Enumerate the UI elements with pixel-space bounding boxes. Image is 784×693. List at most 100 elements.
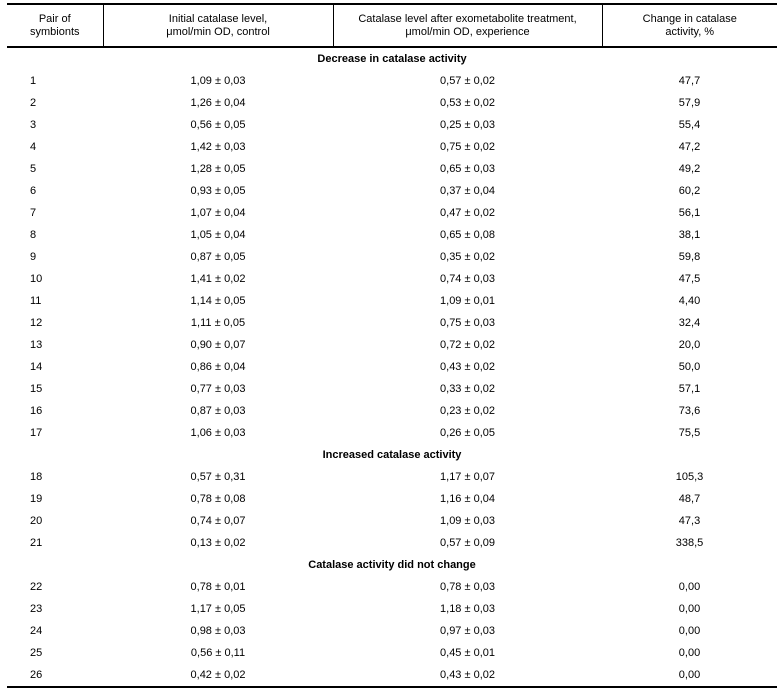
pair-cell: 6 bbox=[30, 184, 37, 197]
change-percent-cell: 105,3 bbox=[675, 470, 704, 483]
pair-cell: 13 bbox=[30, 338, 43, 351]
table-row: 3 0,56 ± 0,05 0,25 ± 0,03 55,4 bbox=[7, 114, 777, 136]
table-row: 24 0,98 ± 0,03 0,97 ± 0,03 0,00 bbox=[7, 620, 777, 642]
change-percent-cell: 60,2 bbox=[678, 184, 701, 197]
pair-cell: 17 bbox=[30, 426, 43, 439]
catalase-table-container: Pair of symbionts Initial catalase level… bbox=[7, 3, 777, 688]
table-row: 16 0,87 ± 0,03 0,23 ± 0,02 73,6 bbox=[7, 400, 777, 422]
control-level-cell: 1,17 ± 0,05 bbox=[190, 602, 246, 615]
control-level-cell: 0,77 ± 0,03 bbox=[190, 382, 246, 395]
table-row: 18 0,57 ± 0,31 1,17 ± 0,07 105,3 bbox=[7, 466, 777, 488]
change-percent-cell: 73,6 bbox=[678, 404, 701, 417]
change-percent-cell: 0,00 bbox=[678, 624, 701, 637]
change-percent-cell: 47,3 bbox=[678, 514, 701, 527]
pair-cell: 23 bbox=[30, 602, 43, 615]
pair-cell: 22 bbox=[30, 580, 43, 593]
change-percent-cell: 338,5 bbox=[675, 536, 704, 549]
table-row: 6 0,93 ± 0,05 0,37 ± 0,04 60,2 bbox=[7, 180, 777, 202]
control-level-cell: 0,42 ± 0,02 bbox=[190, 668, 246, 681]
experience-level-cell: 1,09 ± 0,01 bbox=[440, 294, 495, 307]
pair-cell: 4 bbox=[30, 140, 37, 153]
table-row: 7 1,07 ± 0,04 0,47 ± 0,02 56,1 bbox=[7, 202, 777, 224]
experience-level-cell: 0,65 ± 0,03 bbox=[440, 162, 495, 175]
change-percent-cell: 32,4 bbox=[678, 316, 701, 329]
experience-level-cell: 0,57 ± 0,02 bbox=[440, 74, 495, 87]
control-level-cell: 1,05 ± 0,04 bbox=[190, 228, 246, 241]
change-percent-cell: 47,2 bbox=[678, 140, 701, 153]
pair-cell: 3 bbox=[30, 118, 37, 131]
table-row: 17 1,06 ± 0,03 0,26 ± 0,05 75,5 bbox=[7, 422, 777, 444]
pair-cell: 15 bbox=[30, 382, 43, 395]
pair-cell: 19 bbox=[30, 492, 43, 505]
control-level-cell: 1,06 ± 0,03 bbox=[190, 426, 246, 439]
table-row: 8 1,05 ± 0,04 0,65 ± 0,08 38,1 bbox=[7, 224, 777, 246]
change-percent-cell: 47,5 bbox=[678, 272, 701, 285]
change-percent-cell: 4,40 bbox=[678, 294, 701, 307]
section-title: Decrease in catalase activity bbox=[317, 52, 467, 65]
experience-level-cell: 0,26 ± 0,05 bbox=[440, 426, 495, 439]
experience-level-cell: 0,75 ± 0,03 bbox=[440, 316, 495, 329]
control-level-cell: 1,14 ± 0,05 bbox=[190, 294, 246, 307]
table-row: 19 0,78 ± 0,08 1,16 ± 0,04 48,7 bbox=[7, 488, 777, 510]
experience-level-cell: 0,35 ± 0,02 bbox=[440, 250, 495, 263]
change-percent-cell: 48,7 bbox=[678, 492, 701, 505]
control-level-cell: 1,28 ± 0,05 bbox=[190, 162, 246, 175]
pair-cell: 5 bbox=[30, 162, 37, 175]
pair-cell: 2 bbox=[30, 96, 37, 109]
control-level-cell: 0,74 ± 0,07 bbox=[190, 514, 246, 527]
pair-cell: 14 bbox=[30, 360, 43, 373]
control-level-cell: 1,41 ± 0,02 bbox=[190, 272, 246, 285]
table-row: 2 1,26 ± 0,04 0,53 ± 0,02 57,9 bbox=[7, 92, 777, 114]
table-row: 22 0,78 ± 0,01 0,78 ± 0,03 0,00 bbox=[7, 576, 777, 598]
experience-level-cell: 0,25 ± 0,03 bbox=[440, 118, 495, 131]
experience-level-cell: 0,37 ± 0,04 bbox=[440, 184, 495, 197]
change-percent-cell: 0,00 bbox=[678, 668, 701, 681]
pair-cell: 1 bbox=[30, 74, 37, 87]
pair-cell: 10 bbox=[30, 272, 43, 285]
section-heading-row: Increased catalase activity bbox=[7, 444, 777, 466]
section-title: Catalase activity did not change bbox=[308, 558, 476, 571]
experience-level-cell: 0,57 ± 0,09 bbox=[440, 536, 495, 549]
table-body: Decrease in catalase activity 1 1,09 ± 0,0… bbox=[7, 47, 777, 687]
table-row: 26 0,42 ± 0,02 0,43 ± 0,02 0,00 bbox=[7, 664, 777, 687]
change-percent-cell: 0,00 bbox=[678, 602, 701, 615]
pair-cell: 25 bbox=[30, 646, 43, 659]
control-level-cell: 1,42 ± 0,03 bbox=[190, 140, 246, 153]
control-level-cell: 0,78 ± 0,01 bbox=[190, 580, 246, 593]
catalase-activity-table: Pair of symbionts Initial catalase level… bbox=[7, 3, 777, 688]
column-header-pair-of-symbionts: Pair of symbionts bbox=[7, 4, 103, 48]
control-level-cell: 0,56 ± 0,11 bbox=[190, 646, 246, 659]
column-header-catalase-after-treatment: Catalase level after exometabolite treat… bbox=[332, 4, 602, 48]
experience-level-cell: 0,72 ± 0,02 bbox=[440, 338, 495, 351]
change-percent-cell: 57,9 bbox=[678, 96, 701, 109]
section-heading-row: Catalase activity did not change bbox=[7, 554, 777, 576]
table-row: 21 0,13 ± 0,02 0,57 ± 0,09 338,5 bbox=[7, 532, 777, 554]
experience-level-cell: 0,33 ± 0,02 bbox=[440, 382, 495, 395]
experience-level-cell: 0,97 ± 0,03 bbox=[440, 624, 495, 637]
table-row: 4 1,42 ± 0,03 0,75 ± 0,02 47,2 bbox=[7, 136, 777, 158]
experience-level-cell: 0,43 ± 0,02 bbox=[440, 668, 495, 681]
table-row: 12 1,11 ± 0,05 0,75 ± 0,03 32,4 bbox=[7, 312, 777, 334]
control-level-cell: 0,56 ± 0,05 bbox=[190, 118, 246, 131]
control-level-cell: 1,11 ± 0,05 bbox=[190, 316, 246, 329]
table-row: 23 1,17 ± 0,05 1,18 ± 0,03 0,00 bbox=[7, 598, 777, 620]
experience-level-cell: 0,53 ± 0,02 bbox=[440, 96, 495, 109]
pair-cell: 7 bbox=[30, 206, 37, 219]
experience-level-cell: 0,65 ± 0,08 bbox=[440, 228, 495, 241]
control-level-cell: 0,13 ± 0,02 bbox=[190, 536, 246, 549]
experience-level-cell: 0,47 ± 0,02 bbox=[440, 206, 495, 219]
table-row: 9 0,87 ± 0,05 0,35 ± 0,02 59,8 bbox=[7, 246, 777, 268]
experience-level-cell: 0,45 ± 0,01 bbox=[440, 646, 495, 659]
table-row: 15 0,77 ± 0,03 0,33 ± 0,02 57,1 bbox=[7, 378, 777, 400]
column-header-initial-catalase-level: Initial catalase level, μmol/min OD, con… bbox=[102, 4, 333, 48]
control-level-cell: 0,87 ± 0,03 bbox=[190, 404, 246, 417]
pair-cell: 9 bbox=[30, 250, 37, 263]
table-row: 10 1,41 ± 0,02 0,74 ± 0,03 47,5 bbox=[7, 268, 777, 290]
change-percent-cell: 20,0 bbox=[678, 338, 701, 351]
change-percent-cell: 55,4 bbox=[678, 118, 701, 131]
experience-level-cell: 0,23 ± 0,02 bbox=[440, 404, 495, 417]
pair-cell: 21 bbox=[30, 536, 43, 549]
pair-cell: 12 bbox=[30, 316, 43, 329]
pair-cell: 16 bbox=[30, 404, 43, 417]
experience-level-cell: 1,09 ± 0,03 bbox=[440, 514, 495, 527]
